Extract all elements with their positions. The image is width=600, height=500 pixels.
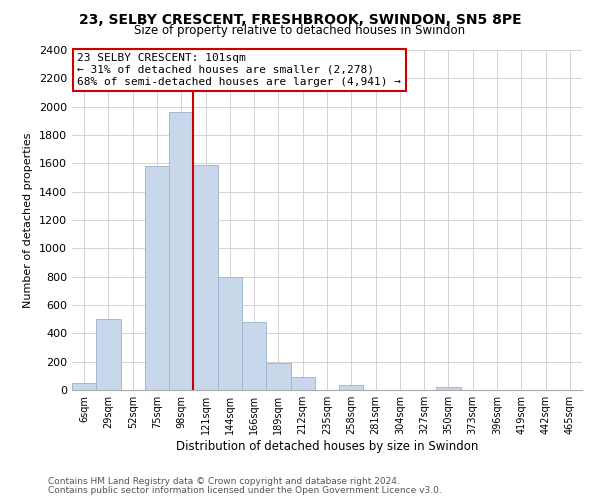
Bar (266, 363, 290, 390)
Bar (242, 322, 266, 390)
Bar (339, 385, 364, 390)
Text: Contains public sector information licensed under the Open Government Licence v3: Contains public sector information licen… (48, 486, 442, 495)
Text: Size of property relative to detached houses in Swindon: Size of property relative to detached ho… (134, 24, 466, 37)
Bar (436, 387, 461, 390)
Bar (193, 165, 218, 390)
Text: 23 SELBY CRESCENT: 101sqm
← 31% of detached houses are smaller (2,278)
68% of se: 23 SELBY CRESCENT: 101sqm ← 31% of detac… (77, 54, 401, 86)
Text: Contains HM Land Registry data © Crown copyright and database right 2024.: Contains HM Land Registry data © Crown c… (48, 477, 400, 486)
Bar (218, 276, 242, 390)
Bar (145, 166, 169, 390)
Bar (169, 112, 193, 390)
Text: 23, SELBY CRESCENT, FRESHBROOK, SWINDON, SN5 8PE: 23, SELBY CRESCENT, FRESHBROOK, SWINDON,… (79, 12, 521, 26)
Bar (72, 383, 96, 390)
Y-axis label: Number of detached properties: Number of detached properties (23, 132, 34, 308)
X-axis label: Distribution of detached houses by size in Swindon: Distribution of detached houses by size … (176, 440, 478, 453)
Bar (290, 378, 315, 390)
Bar (96, 319, 121, 390)
